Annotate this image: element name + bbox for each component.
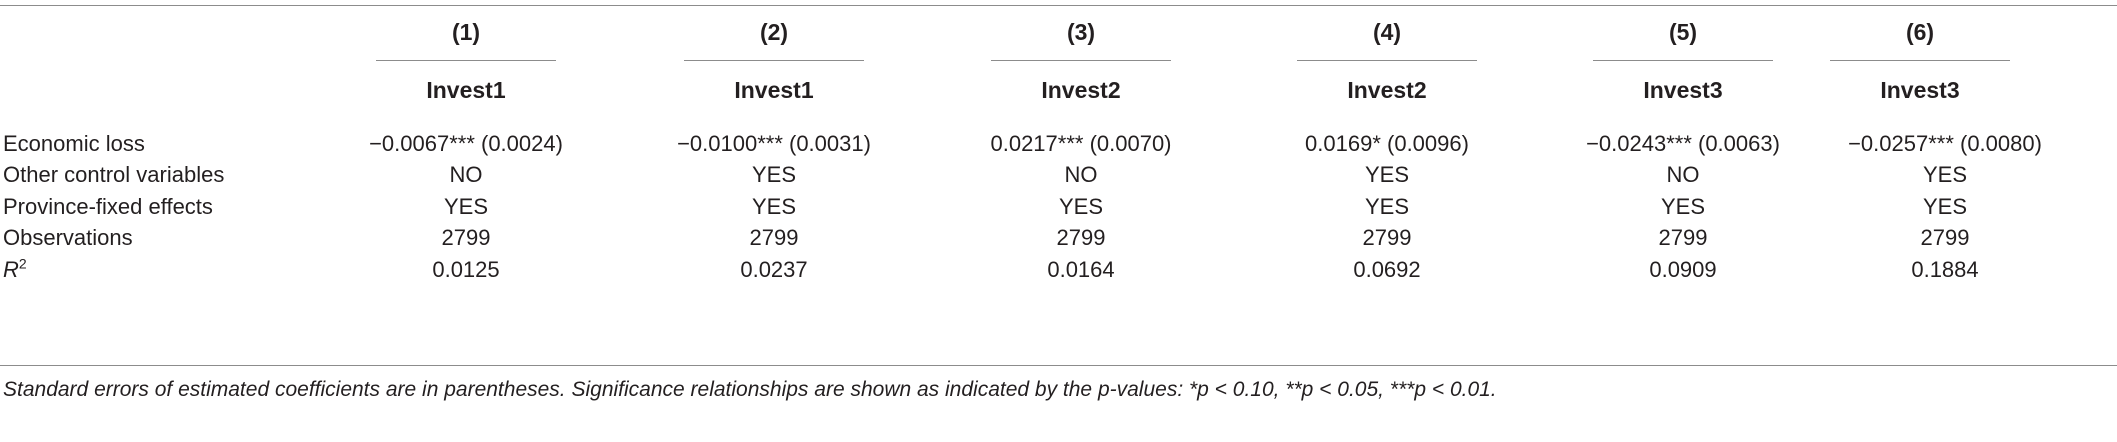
table-cell: 0.0217*** (0.0070)	[990, 131, 1172, 156]
table-cell: 2799	[1658, 225, 1708, 250]
table-cell: YES	[751, 162, 797, 187]
column-number-4: (4)	[1372, 19, 1402, 45]
column-number-2: (2)	[759, 19, 789, 45]
table-cell: YES	[1922, 162, 1968, 187]
table-cell: 2799	[1362, 225, 1412, 250]
table-cell: 0.1884	[1911, 257, 1979, 282]
row-label-r-squared: R2	[3, 254, 27, 286]
table-cell: 0.0164	[1047, 257, 1115, 282]
table-cell: YES	[1364, 162, 1410, 187]
table-cell: NO	[1666, 162, 1700, 187]
table-row: Economic loss −0.0067*** (0.0024) −0.010…	[0, 128, 2117, 160]
table-cell: −0.0100*** (0.0031)	[677, 131, 871, 156]
table-cell: YES	[443, 194, 489, 219]
column-number-5: (5)	[1668, 19, 1698, 45]
table-cell: 2799	[441, 225, 491, 250]
table-cell: −0.0243*** (0.0063)	[1586, 131, 1780, 156]
column-rule-2	[684, 60, 864, 61]
table-cell: 0.0237	[740, 257, 808, 282]
table-cell: NO	[449, 162, 483, 187]
column-number-1: (1)	[451, 19, 481, 45]
row-label-province-fixed-effects: Province-fixed effects	[3, 194, 213, 219]
table-row: Observations 2799 2799 2799 2799 2799 27…	[0, 222, 2117, 254]
table-cell: −0.0257*** (0.0080)	[1848, 131, 2042, 156]
table-cell: 0.0692	[1353, 257, 1421, 282]
column-rule-6	[1830, 60, 2010, 61]
table-bottom-rule	[0, 365, 2117, 366]
column-rule-4	[1297, 60, 1477, 61]
dependent-variable-4: Invest2	[1347, 77, 1427, 103]
table-top-rule	[0, 5, 2117, 6]
row-label-other-control-variables: Other control variables	[3, 162, 225, 187]
column-number-3: (3)	[1066, 19, 1096, 45]
table-cell: 0.0909	[1649, 257, 1717, 282]
dependent-variable-3: Invest2	[1041, 77, 1121, 103]
table-row: R2 0.0125 0.0237 0.0164 0.0692 0.0909 0.…	[0, 254, 2117, 286]
table-cell: 2799	[1056, 225, 1106, 250]
table-row: Province-fixed effects YES YES YES YES Y…	[0, 191, 2117, 223]
dependent-variable-5: Invest3	[1643, 77, 1723, 103]
table-cell: YES	[1058, 194, 1104, 219]
table-cell: −0.0067*** (0.0024)	[369, 131, 563, 156]
column-rule-1	[376, 60, 556, 61]
table-cell: YES	[1922, 194, 1968, 219]
r-squared-base: R	[3, 257, 19, 282]
table-cell: 0.0125	[432, 257, 500, 282]
row-label-observations: Observations	[3, 225, 133, 250]
table-cell: 2799	[1920, 225, 1970, 250]
dependent-variable-header-row: Invest1 Invest1 Invest2 Invest2 Invest3 …	[0, 70, 2117, 110]
table-cell: YES	[1660, 194, 1706, 219]
dependent-variable-1: Invest1	[426, 77, 506, 103]
table-cell: YES	[751, 194, 797, 219]
column-rule-3	[991, 60, 1171, 61]
table-cell: 2799	[749, 225, 799, 250]
table-cell: 0.0169* (0.0096)	[1305, 131, 1469, 156]
column-number-6: (6)	[1905, 19, 1935, 45]
r-squared-superscript: 2	[18, 255, 27, 272]
dependent-variable-6: Invest3	[1880, 77, 1960, 103]
table-cell: NO	[1064, 162, 1098, 187]
row-label-economic-loss: Economic loss	[3, 131, 145, 156]
table-cell: YES	[1364, 194, 1410, 219]
dependent-variable-2: Invest1	[734, 77, 814, 103]
column-number-header-row: (1) (2) (3) (4) (5) (6)	[0, 12, 2117, 52]
table-footnote: Standard errors of estimated coefficient…	[3, 378, 1497, 401]
table-row: Other control variables NO YES NO YES NO…	[0, 159, 2117, 191]
column-rule-5	[1593, 60, 1773, 61]
